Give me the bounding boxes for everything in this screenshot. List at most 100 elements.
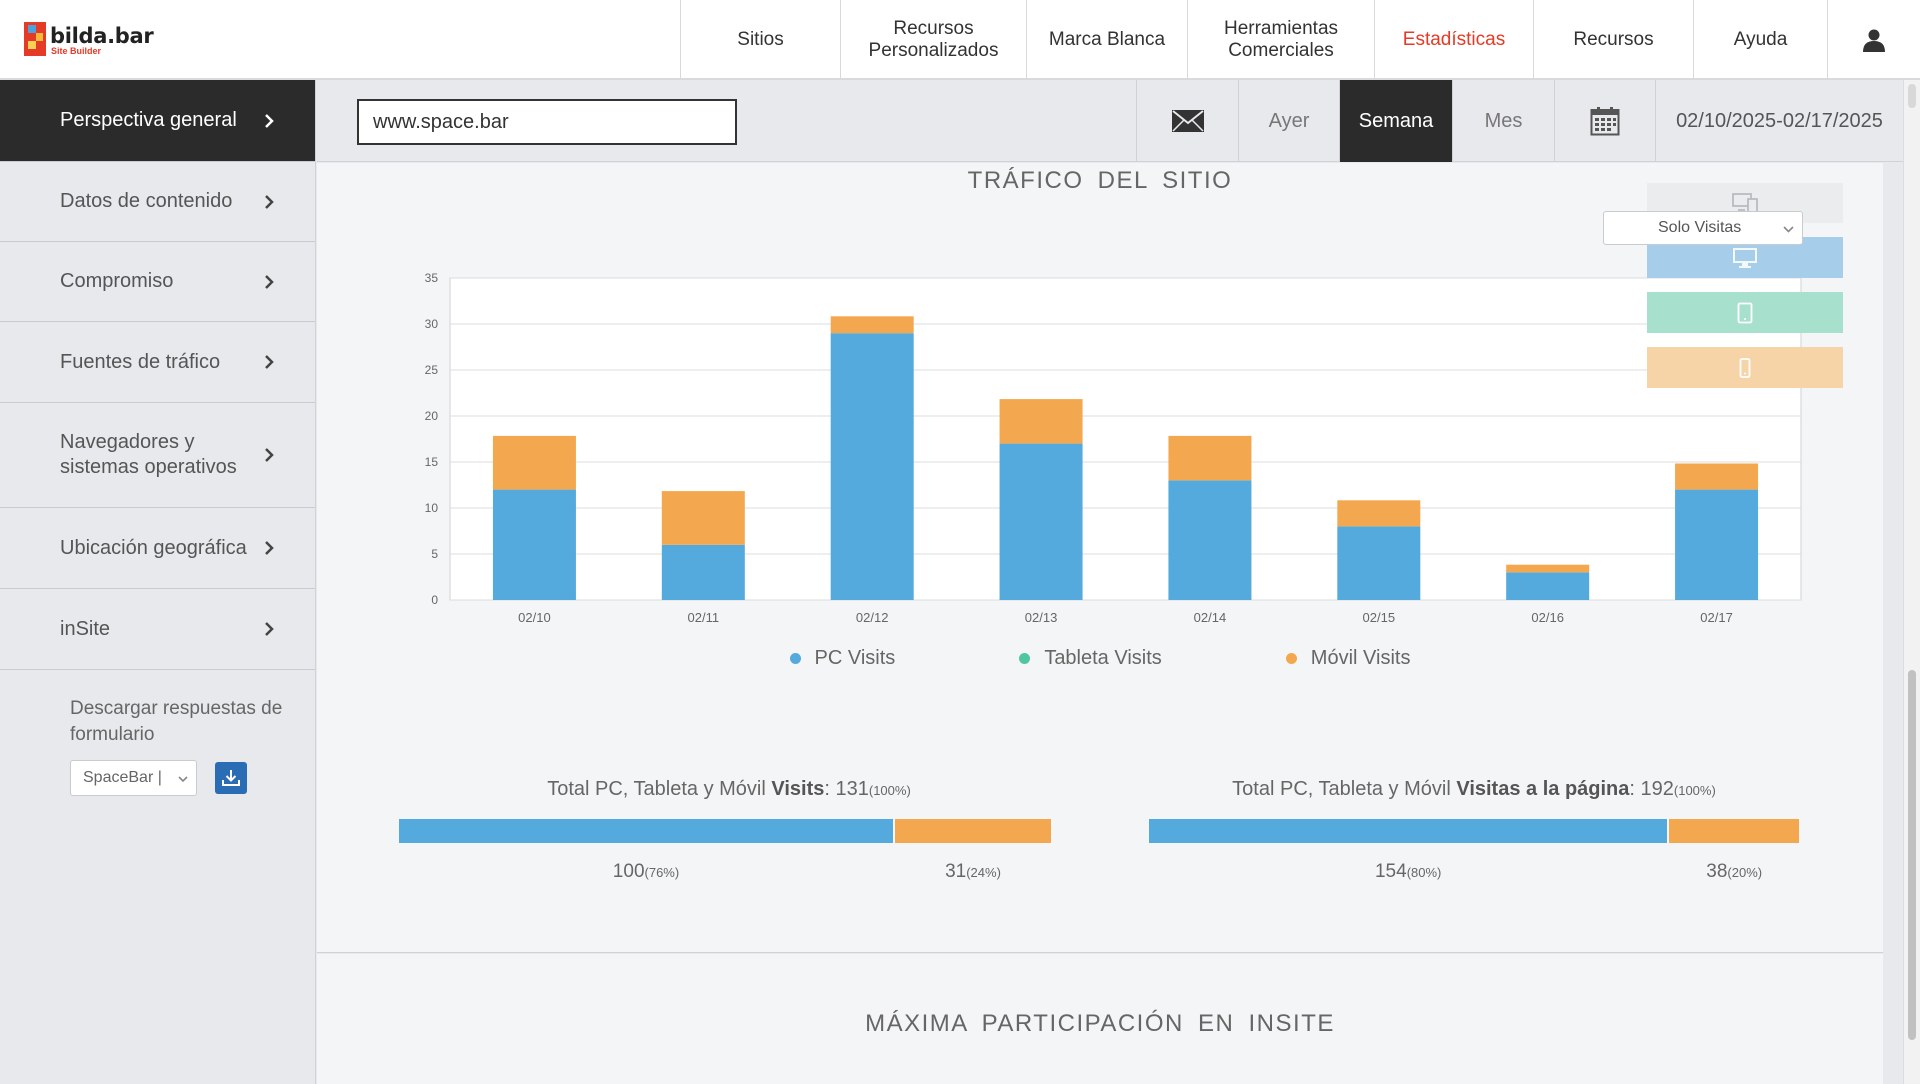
y-tick-label: 15 [425,455,439,469]
brand-subtitle: Site Builder [51,46,102,56]
sidebar-item-fuentes-de-trafico[interactable]: Fuentes de tráfico [0,322,315,403]
totals-visits-total-pct: (100%) [868,783,911,798]
form-select[interactable]: SpaceBar | [70,760,197,796]
bar-mobile [999,399,1083,444]
desktop-icon [1733,247,1757,268]
nav-ayuda[interactable]: Ayuda [1693,0,1827,80]
nav-herramientas-comerciales-label: Herramientas Comerciales [1223,18,1339,61]
calendar-button[interactable] [1554,80,1655,162]
totals-visits-prefix: Total PC, Tableta y Móvil [547,778,772,800]
email-report-button[interactable] [1136,80,1238,162]
totals-pageviews-pc-value: 154(80%) [1375,861,1441,883]
tablet-icon [1737,302,1753,323]
x-tick-label: 02/15 [1363,610,1396,625]
view-mode-value: Solo Visitas [1658,219,1742,236]
totals-pageviews-values: 154(80%) 38(20%) [1149,861,1799,891]
scrollbar-thumb[interactable] [1908,670,1916,1040]
x-tick-label: 02/11 [688,610,720,625]
top-navigation-bar: bilda.bar Site Builder Sitios Recursos P… [0,0,1920,80]
totals-pageviews-title: Total PC, Tableta y Móvil Visitas a la p… [1232,778,1716,800]
sidebar-item-perspectiva-general[interactable]: Perspectiva general [0,80,315,162]
y-tick-label: 0 [431,593,438,607]
legend-dot-pc [789,653,801,664]
sidebar-item-label: inSite [60,617,111,640]
date-range-label[interactable]: 02/10/2025-02/17/2025 [1655,80,1903,162]
nav-recursos[interactable]: Recursos [1533,0,1693,80]
form-download-section: Descargar respuestas de formulario Space… [70,696,290,796]
device-tablet-button[interactable] [1647,292,1843,333]
period-controls: Ayer Semana Mes 02/10/2025-02/17/2025 [1136,80,1903,162]
totals-visits-values: 100(76%) 31(24%) [399,861,1059,891]
sidebar-item-label: Fuentes de tráfico [60,350,221,373]
legend-item-mobile[interactable]: Móvil Visits [1285,647,1410,670]
nav-sitios[interactable]: Sitios [680,0,840,80]
x-tick-label: 02/16 [1531,610,1564,625]
chevron-down-icon [178,776,188,783]
bar-mobile [492,435,576,490]
sidebar-item-ubicacion-geografica[interactable]: Ubicación geográfica [0,508,315,589]
sidebar-item-compromiso[interactable]: Compromiso [0,242,315,322]
chevron-right-icon [265,622,274,636]
sidebar-item-label: Navegadores y sistemas operativos [60,431,237,478]
bar-pc [1337,526,1421,600]
nav-recursos-personalizados-label: Recursos Personalizados [868,18,999,61]
nav-herramientas-comerciales[interactable]: Herramientas Comerciales [1187,0,1374,80]
mobile-percent: (20%) [1727,865,1763,880]
user-menu-button[interactable] [1827,0,1919,80]
scrollbar-track-marker [1908,84,1916,108]
nav-marca-blanca[interactable]: Marca Blanca [1026,0,1187,80]
pc-percent: (80%) [1406,865,1442,880]
x-tick-label: 02/17 [1700,610,1733,625]
x-tick-label: 02/14 [1194,610,1227,625]
bar-mobile [1675,463,1759,490]
download-button[interactable] [215,762,247,794]
traffic-bar-chart: 0 5 10 15 20 25 30 35 02/10 02/11 02/12 02/13 02/14 0… [425,271,1802,625]
y-tick-label: 30 [425,317,439,331]
totals-visits-pc-value: 100(76%) [613,861,679,883]
totals-pageviews-bar [1149,819,1799,843]
period-month-button[interactable]: Mes [1452,80,1554,162]
period-yesterday-button[interactable]: Ayer [1238,80,1339,162]
insite-engagement-panel: MÁXIMA PARTICIPACIÓN EN INSITE [317,954,1883,1084]
totals-pageviews-mobile-segment [1669,819,1799,843]
bar-mobile [1168,435,1252,481]
totals-visits-total: 131 [835,778,869,800]
legend-item-tablet[interactable]: Tableta Visits [1019,647,1162,670]
y-tick-label: 35 [425,271,439,285]
view-mode-select[interactable]: Solo Visitas [1603,211,1803,245]
main-nav: Sitios Recursos Personalizados Marca Bla… [680,0,1919,80]
y-tick-label: 10 [425,501,439,515]
bar-pc [830,333,914,600]
totals-visits-mobile-segment [895,819,1051,843]
sidebar-item-navegadores[interactable]: Navegadores y sistemas operativos [0,403,315,508]
chevron-right-icon [265,355,274,369]
legend-dot-mobile [1285,653,1297,664]
nav-estadisticas[interactable]: Estadísticas [1374,0,1533,80]
device-mobile-button[interactable] [1647,347,1843,388]
chevron-right-icon [265,274,274,289]
totals-visits-pc-segment [399,819,893,843]
totals-pageviews-metric: Visitas a la página [1456,778,1630,800]
page-scrollbar[interactable] [1903,80,1920,1084]
x-tick-label: 02/13 [1025,610,1058,625]
mobile-count: 38 [1706,861,1728,882]
bar-mobile [1506,564,1590,573]
sidebar-item-insite[interactable]: inSite [0,589,315,670]
x-tick-label: 02/10 [518,610,551,625]
site-traffic-panel: TRÁFICO DEL SITIO 0 5 10 15 20 25 30 35 02/10 02/… [317,163,1883,953]
period-week-button[interactable]: Semana [1339,80,1452,162]
legend-item-pc[interactable]: PC Visits [789,647,896,670]
y-tick-label: 5 [431,547,438,561]
y-tick-label: 25 [425,363,439,377]
chart-legend: PC Visits Tableta Visits Móvil Visits [317,647,1883,670]
nav-recursos-personalizados[interactable]: Recursos Personalizados [840,0,1026,80]
sidebar-item-label: Perspectiva general [60,109,237,131]
legend-label-pc: PC Visits [814,647,896,669]
site-url-input[interactable] [357,99,737,145]
totals-visits-metric: Visits [771,778,825,800]
bar-pc [1506,572,1590,600]
brand-logo[interactable]: bilda.bar Site Builder [24,22,164,58]
sidebar-item-datos-de-contenido[interactable]: Datos de contenido [0,162,315,242]
sidebar-item-label: Ubicación geográfica [60,536,247,559]
legend-label-tablet: Tableta Visits [1044,647,1162,669]
